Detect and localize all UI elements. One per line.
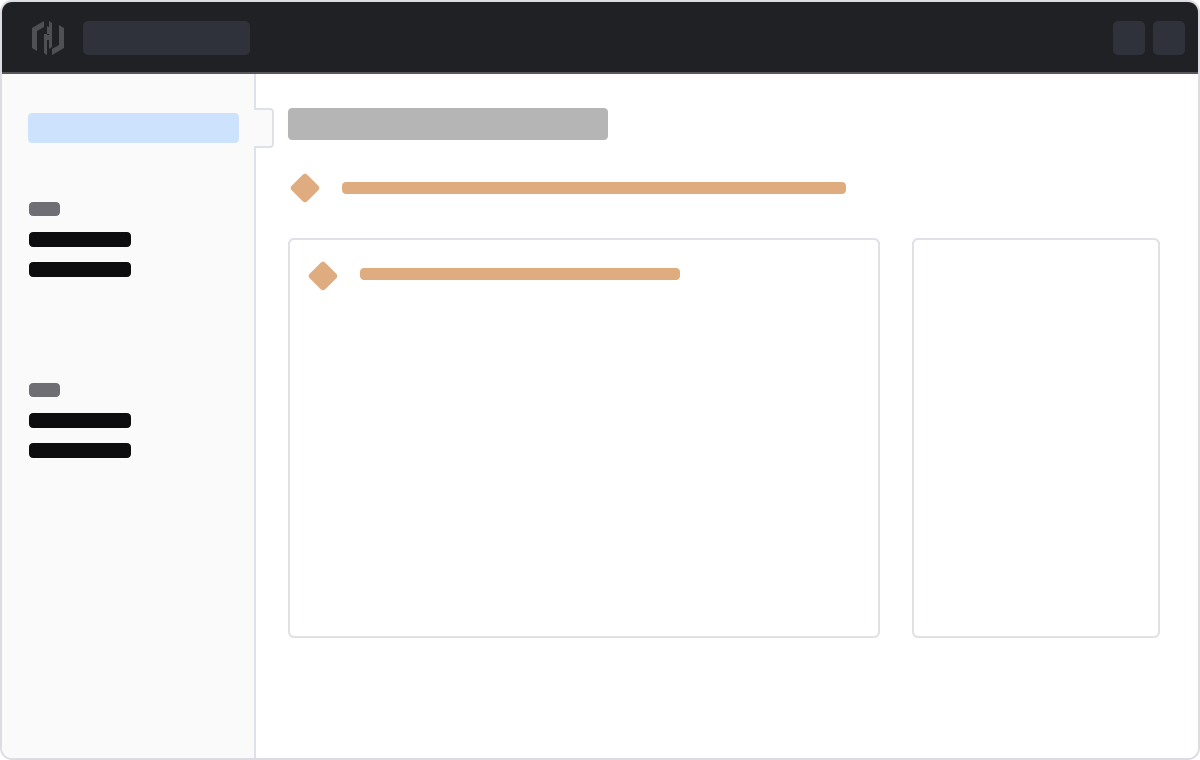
sidebar-item[interactable] [29, 413, 131, 428]
sidebar-active-notch [254, 108, 274, 148]
highlight-heading [342, 182, 846, 194]
page-title [288, 108, 608, 140]
diamond-icon [307, 260, 339, 292]
header-button-2[interactable] [1153, 21, 1185, 55]
search-input[interactable] [83, 21, 250, 55]
sidebar [2, 74, 256, 758]
top-header [2, 2, 1198, 74]
side-card [912, 238, 1160, 638]
diamond-icon [289, 172, 321, 204]
main-card [288, 238, 880, 638]
card-heading [360, 268, 680, 280]
sidebar-group-caption [29, 202, 60, 216]
sidebar-item[interactable] [29, 232, 131, 247]
sidebar-item-active[interactable] [28, 113, 239, 143]
header-button-1[interactable] [1113, 21, 1145, 55]
hashicorp-logo-icon[interactable] [28, 18, 68, 58]
sidebar-item[interactable] [29, 443, 131, 458]
sidebar-group-caption [29, 383, 60, 397]
sidebar-item[interactable] [29, 262, 131, 277]
